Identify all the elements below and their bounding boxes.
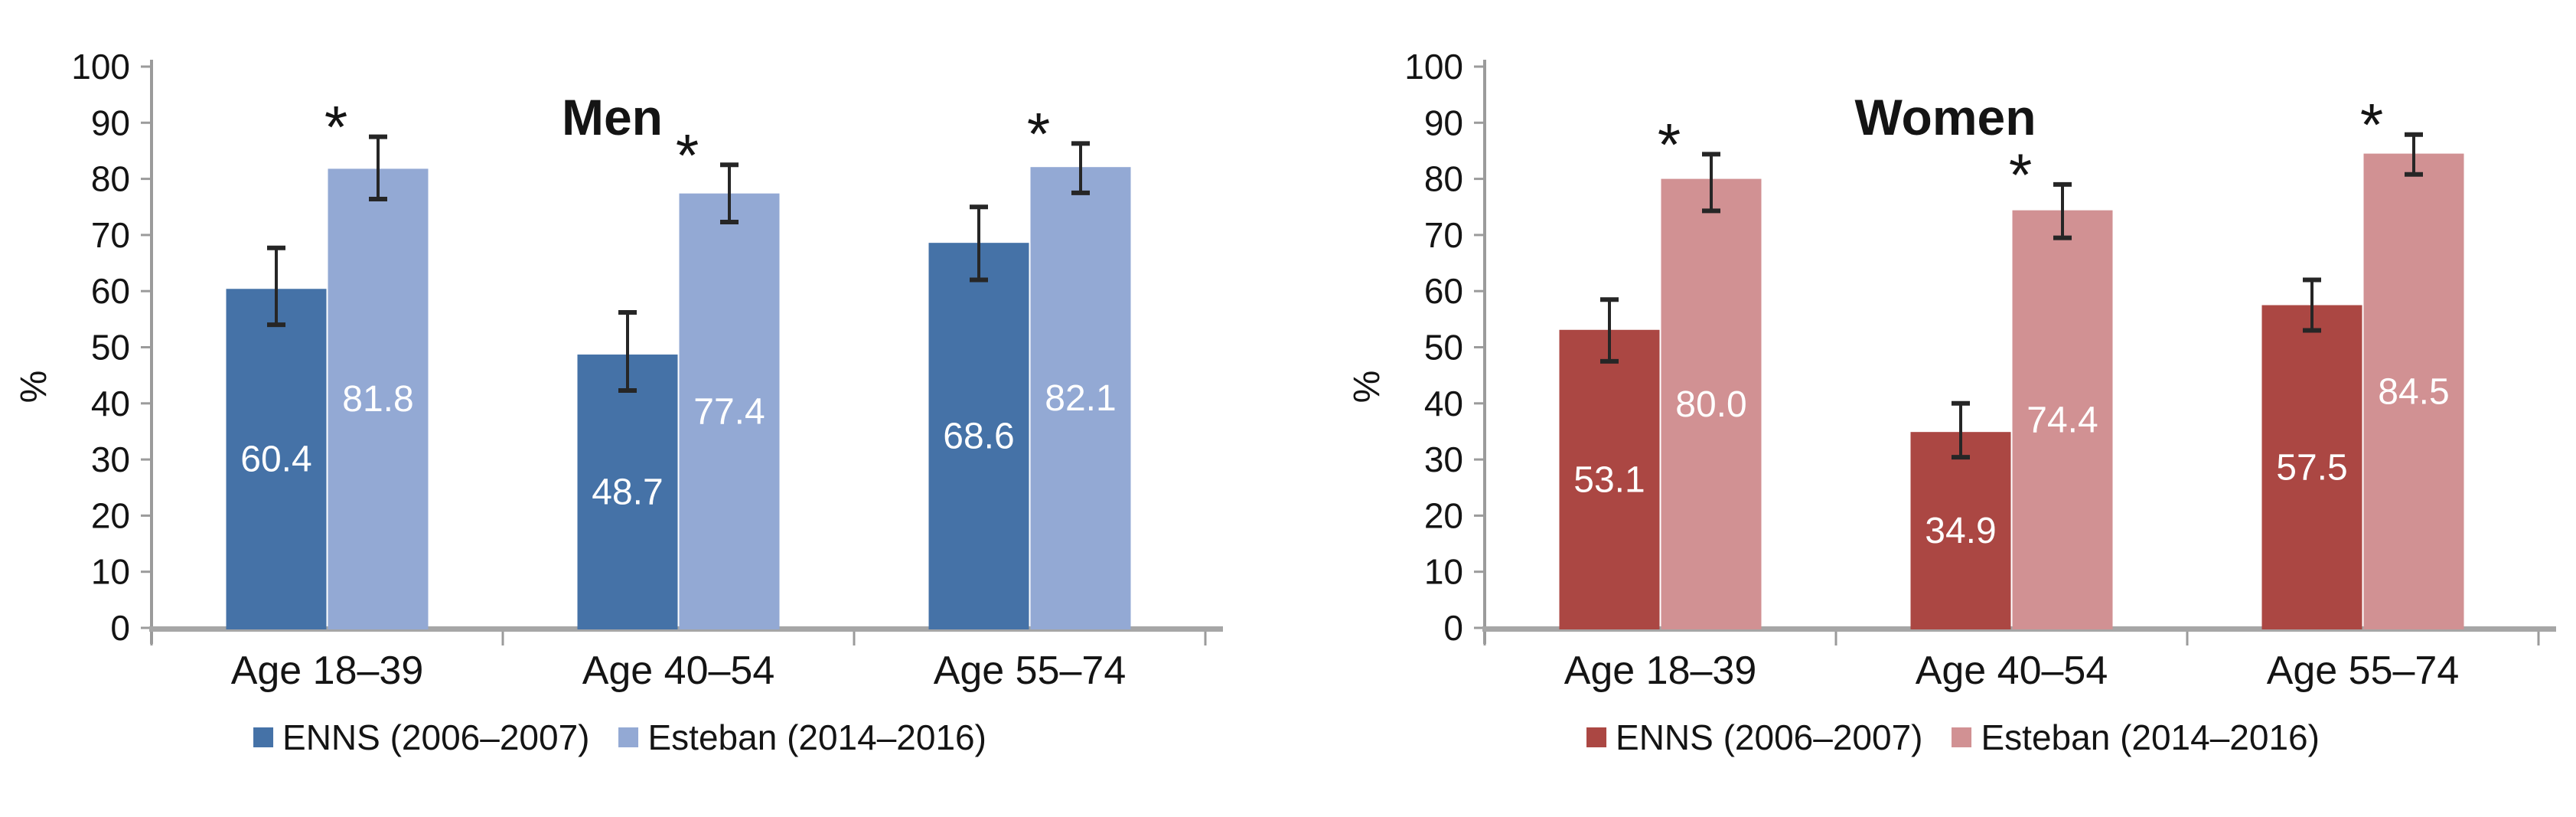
women-plot-svg: 0 10 20 30 40 50 60 70 80 90 100% Age 18–39 Age 40–5… [1347,47,2556,693]
y-tick-label: 40 [91,384,130,423]
bar-value-label: 60.4 [240,440,311,480]
significance-asterisk: * [2009,141,2032,208]
legend-item-esteban: Esteban (2014–2016) [1952,717,2320,758]
chart-title-men: Men [562,88,663,145]
category-label: Age 18–39 [231,649,424,693]
chart-panel-men: 0 10 20 30 40 50 60 70 80 90 100% Age 18–39 Age 40–5… [14,47,1223,758]
bar-value-label: 77.4 [693,391,765,432]
bar-value-label: 80.0 [1675,384,1746,425]
bar-value-label: 84.5 [2378,371,2449,412]
bar-value-label: 57.5 [2276,447,2347,488]
significance-asterisk: * [324,93,347,161]
bar-esteban [328,168,429,629]
y-tick-label: 40 [1424,384,1463,423]
y-axis-label: % [14,371,54,404]
y-tick-label: 0 [110,608,130,648]
y-tick-label: 20 [91,495,130,535]
bar-value-label: 82.1 [1045,378,1116,419]
legend-label-enns: ENNS (2006–2007) [1616,717,1923,757]
bar-enns [1559,329,1660,629]
y-tick-label: 60 [1424,271,1463,311]
y-tick-label: 70 [91,215,130,255]
legend-swatch-enns [253,727,274,747]
y-tick-label: 30 [1424,440,1463,479]
bar-esteban [1030,167,1131,629]
y-tick-label: 10 [91,552,130,592]
category-label: Age 40–54 [1916,649,2108,693]
legend-swatch-enns [1586,727,1607,747]
legend-swatch-esteban [618,727,639,747]
bar-esteban [1661,178,1762,630]
category-label: Age 18–39 [1564,649,1757,693]
bar-value-label: 48.7 [592,472,663,513]
legend-swatch-esteban [1952,727,1972,747]
y-tick-label: 50 [91,328,130,368]
chart-title-women: Women [1854,88,2036,145]
legend-men: ENNS (2006–2007) Esteban (2014–2016) [253,717,986,758]
significance-asterisk: * [2360,91,2383,158]
legend-label-esteban: Esteban (2014–2016) [647,717,986,757]
y-tick-label: 80 [91,159,130,199]
significance-asterisk: * [1027,100,1050,167]
legend-label-enns: ENNS (2006–2007) [282,717,590,757]
bar-value-label: 81.8 [342,379,413,420]
significance-asterisk: * [676,121,699,188]
y-tick-label: 80 [1424,159,1463,199]
bar-enns [928,243,1029,629]
bar-value-label: 74.4 [2027,400,2098,440]
category-label: Age 55–74 [934,649,1127,693]
bar-value-label: 34.9 [1925,511,1996,551]
y-tick-label: 100 [1404,47,1463,87]
legend-item-enns: ENNS (2006–2007) [253,717,590,758]
y-tick-label: 90 [91,103,130,142]
bar-value-label: 53.1 [1573,459,1645,500]
y-tick-label: 100 [71,47,130,87]
bar-esteban [679,193,780,629]
y-tick-label: 0 [1443,608,1463,648]
y-tick-label: 50 [1424,328,1463,368]
legend-label-esteban: Esteban (2014–2016) [1981,717,2320,757]
legend-item-esteban: Esteban (2014–2016) [618,717,986,758]
bar-enns [577,355,678,629]
bar-esteban [2012,210,2113,629]
bar-esteban [2363,153,2464,630]
y-tick-label: 70 [1424,215,1463,255]
category-label: Age 40–54 [582,649,775,693]
bar-value-label: 68.6 [943,417,1014,457]
y-axis-label: % [1347,371,1387,404]
legend-item-enns: ENNS (2006–2007) [1586,717,1923,758]
bar-enns [1910,432,2011,629]
category-label: Age 55–74 [2267,649,2460,693]
y-tick-label: 30 [91,440,130,479]
y-tick-label: 90 [1424,103,1463,142]
men-plot-svg: 0 10 20 30 40 50 60 70 80 90 100% Age 18–39 Age 40–5… [14,47,1223,693]
chart-panel-women: 0 10 20 30 40 50 60 70 80 90 100% Age 18–39 Age 40–5… [1288,0,2576,817]
y-tick-label: 20 [1424,495,1463,535]
legend-women: ENNS (2006–2007) Esteban (2014–2016) [1586,717,2320,758]
bar-enns [226,289,327,629]
significance-asterisk: * [1658,110,1681,178]
y-tick-label: 10 [1424,552,1463,592]
bar-enns [2261,305,2362,629]
y-tick-label: 60 [91,271,130,311]
